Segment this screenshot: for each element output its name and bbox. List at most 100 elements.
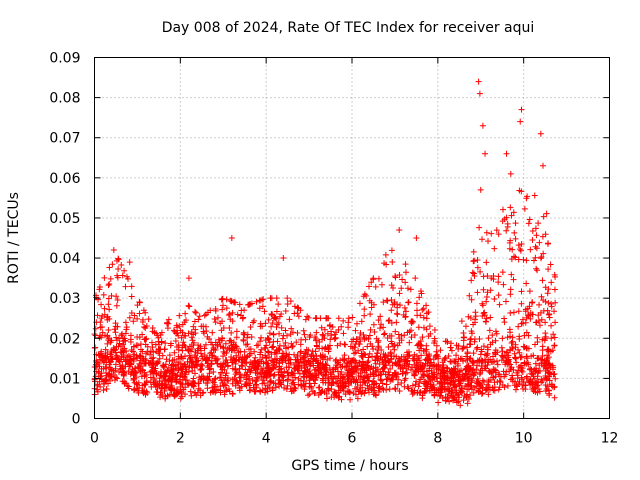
- data-point: [153, 330, 160, 337]
- data-point: [499, 335, 506, 342]
- data-point: [323, 362, 330, 369]
- data-point: [204, 385, 211, 392]
- data-point: [546, 311, 553, 318]
- data-point: [373, 392, 380, 399]
- data-point: [538, 376, 545, 383]
- data-point: [382, 251, 389, 258]
- data-point: [177, 360, 184, 367]
- data-point: [223, 349, 230, 356]
- data-point: [519, 381, 526, 388]
- data-point: [403, 369, 410, 376]
- data-point: [512, 354, 519, 361]
- data-point: [435, 399, 442, 406]
- data-point: [340, 317, 347, 324]
- data-point: [300, 373, 307, 380]
- data-point: [203, 354, 210, 361]
- data-point: [535, 385, 542, 392]
- data-point: [319, 331, 326, 338]
- data-point: [137, 357, 144, 364]
- data-point: [524, 193, 531, 200]
- data-point: [125, 383, 132, 390]
- data-point: [229, 309, 236, 316]
- data-point: [388, 282, 395, 289]
- data-point: [404, 383, 411, 390]
- data-point: [227, 297, 234, 304]
- data-point: [106, 306, 113, 313]
- data-point: [490, 387, 497, 394]
- data-point: [412, 381, 419, 388]
- data-point: [226, 310, 233, 317]
- data-point: [492, 337, 499, 344]
- data-point: [149, 325, 156, 332]
- data-point: [396, 388, 403, 395]
- data-point: [132, 365, 139, 372]
- data-point: [200, 389, 207, 396]
- data-point: [422, 360, 429, 367]
- data-point: [160, 373, 167, 380]
- data-point: [244, 334, 251, 341]
- data-point: [162, 340, 169, 347]
- data-point: [503, 150, 510, 157]
- data-point: [217, 320, 224, 327]
- data-point: [265, 335, 272, 342]
- data-point: [324, 385, 331, 392]
- data-point: [467, 382, 474, 389]
- data-point: [254, 360, 261, 367]
- data-point: [401, 377, 408, 384]
- data-point: [535, 378, 542, 385]
- data-point: [428, 385, 435, 392]
- data-point: [209, 377, 216, 384]
- data-point: [350, 377, 357, 384]
- data-point: [476, 90, 483, 97]
- data-point: [232, 378, 239, 385]
- data-points: [91, 78, 559, 409]
- data-point: [467, 355, 474, 362]
- data-point: [550, 371, 557, 378]
- data-point: [158, 384, 165, 391]
- data-point: [454, 392, 461, 399]
- data-point: [396, 290, 403, 297]
- data-point: [414, 366, 421, 373]
- data-point: [289, 343, 296, 350]
- data-point: [239, 315, 246, 322]
- data-point: [369, 353, 376, 360]
- data-point: [244, 341, 251, 348]
- data-point: [270, 364, 277, 371]
- data-point: [381, 354, 388, 361]
- data-point: [508, 212, 515, 219]
- data-point: [166, 352, 173, 359]
- data-point: [468, 277, 475, 284]
- data-point: [285, 372, 292, 379]
- data-point: [505, 358, 512, 365]
- data-point: [214, 314, 221, 321]
- data-point: [416, 389, 423, 396]
- data-point: [295, 313, 302, 320]
- data-point: [106, 364, 113, 371]
- data-point: [389, 258, 396, 265]
- data-point: [419, 392, 426, 399]
- data-point: [413, 300, 420, 307]
- data-point: [420, 347, 427, 354]
- data-point: [483, 352, 490, 359]
- data-point: [319, 375, 326, 382]
- data-point: [117, 363, 124, 370]
- data-point: [477, 382, 484, 389]
- data-point: [220, 325, 227, 332]
- data-point: [529, 237, 536, 244]
- data-point: [479, 236, 486, 243]
- data-point: [353, 367, 360, 374]
- data-point: [118, 356, 125, 363]
- data-point: [479, 389, 486, 396]
- data-point: [394, 371, 401, 378]
- data-point: [461, 372, 468, 379]
- data-point: [142, 336, 149, 343]
- data-point: [313, 353, 320, 360]
- data-point: [523, 314, 530, 321]
- data-point: [335, 326, 342, 333]
- data-point: [273, 324, 280, 331]
- data-point: [130, 318, 137, 325]
- data-point: [256, 387, 263, 394]
- data-point: [371, 328, 378, 335]
- data-point: [463, 394, 470, 401]
- data-point: [490, 353, 497, 360]
